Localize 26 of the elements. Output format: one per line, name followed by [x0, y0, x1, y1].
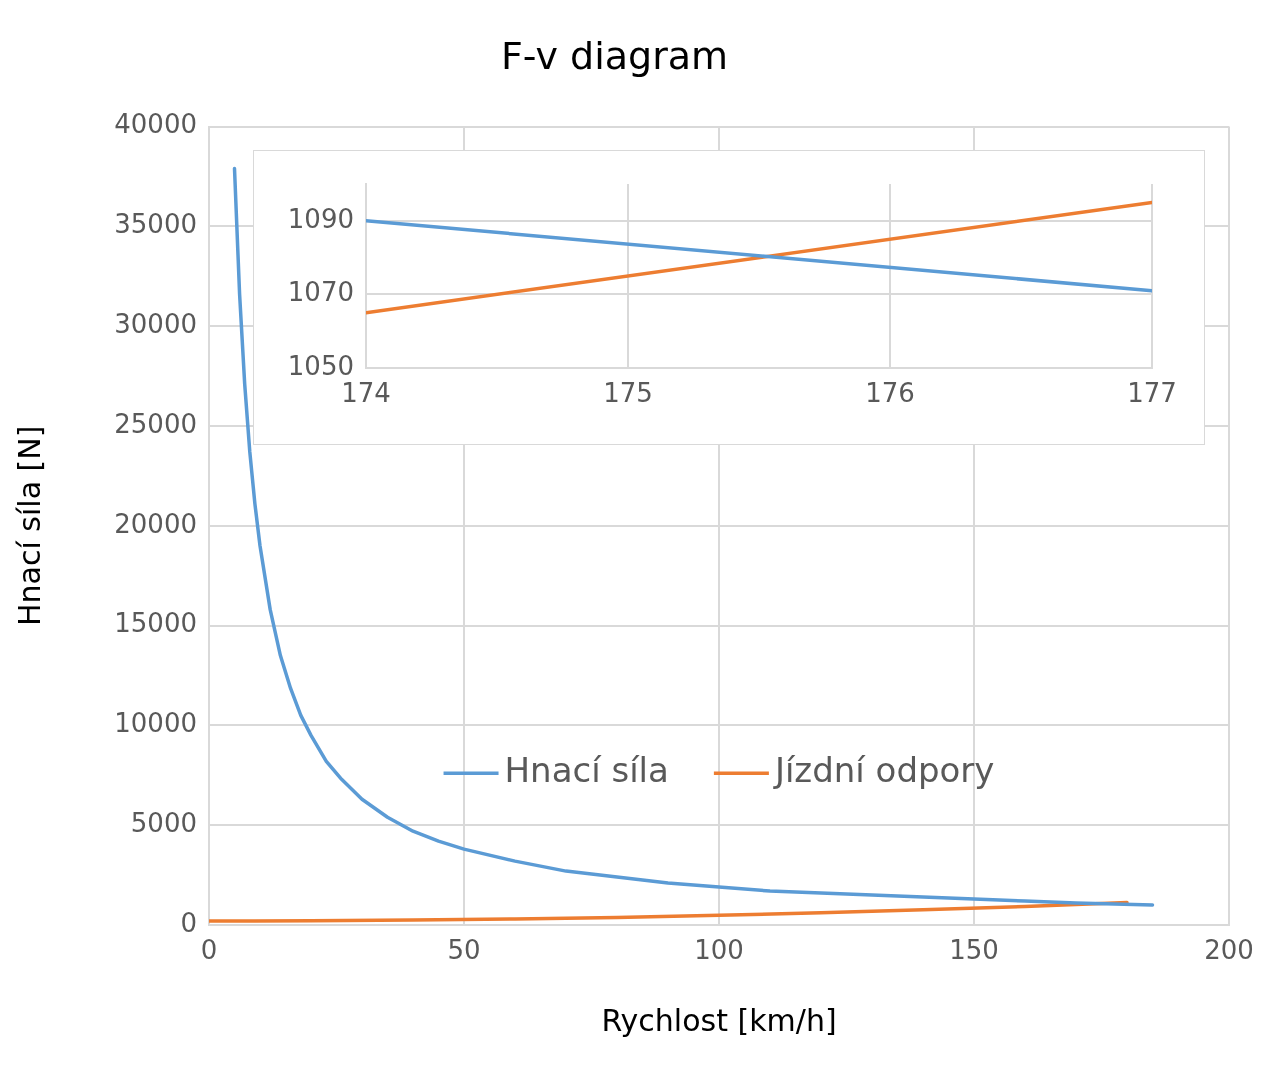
- chart-title: F-v diagram: [500, 33, 729, 78]
- x-tick-label: 0: [200, 935, 218, 966]
- y-axis-title: Hnací síla [N]: [11, 425, 47, 626]
- y-tick-label: 10000: [114, 708, 197, 739]
- y-tick-label: 15000: [114, 608, 197, 639]
- y-tick-label: 40000: [114, 109, 197, 140]
- y-tick-label: 1050: [287, 350, 354, 381]
- y-tick-label: 35000: [114, 209, 197, 240]
- y-tick-label: 1070: [287, 277, 354, 308]
- y-tick-label: 5000: [130, 807, 197, 838]
- x-tick-label: 100: [694, 935, 744, 966]
- x-tick-label: 174: [341, 378, 391, 409]
- legend-label: Hnací síla: [504, 750, 669, 791]
- legend-label: Jízdní odpory: [772, 750, 995, 791]
- x-tick-label: 176: [865, 378, 915, 409]
- x-tick-label: 177: [1127, 378, 1177, 409]
- y-tick-label: 30000: [114, 308, 197, 339]
- x-tick-label: 50: [447, 935, 481, 966]
- x-tick-label: 200: [1204, 935, 1254, 966]
- x-tick-label: 175: [603, 378, 653, 409]
- y-tick-label: 20000: [114, 508, 197, 539]
- y-tick-label: 0: [180, 907, 197, 938]
- x-axis-title: Rychlost [km/h]: [601, 1002, 837, 1038]
- y-tick-label: 25000: [114, 408, 197, 439]
- y-tick-label: 1090: [287, 203, 354, 234]
- x-tick-label: 150: [949, 935, 999, 966]
